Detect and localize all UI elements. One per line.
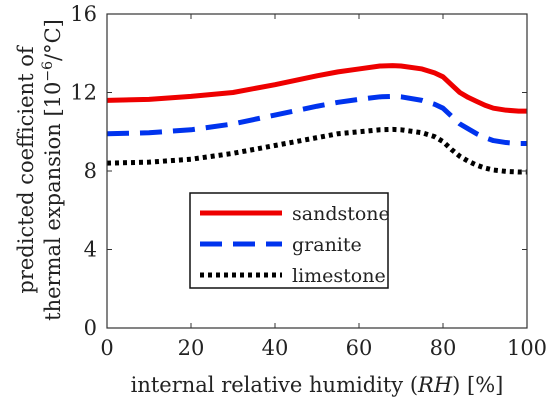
series-layer xyxy=(106,63,527,175)
x-tick-label: 20 xyxy=(178,336,205,360)
legend: sandstone granite limestone xyxy=(189,192,390,289)
x-axis-label: internal relative humidity (RH) [%] xyxy=(131,373,504,397)
legend-label-sandstone: sandstone xyxy=(292,203,390,225)
series-line-granite xyxy=(106,93,527,147)
x-tick-label: 100 xyxy=(507,336,547,360)
legend-box xyxy=(189,192,389,289)
legend-items: sandstone granite limestone xyxy=(200,203,390,287)
y-tick-label: 4 xyxy=(84,238,97,262)
x-tick-label: 0 xyxy=(100,336,113,360)
axis-ticks: 0 20 40 60 80 100 0 4 8 12 16 xyxy=(70,2,547,360)
series-line-sandstone xyxy=(106,63,527,114)
y-tick-label: 16 xyxy=(70,2,97,26)
y-axis-label-line-1: predicted coefficient of xyxy=(14,44,38,293)
y-tick-label: 12 xyxy=(70,81,97,105)
legend-label-limestone: limestone xyxy=(292,265,386,287)
legend-label-granite: granite xyxy=(292,234,362,256)
y-axis-label-line-2: thermal expansion [10−6/°C] xyxy=(40,19,65,321)
series-line-limestone xyxy=(106,126,527,175)
y-tick-label: 0 xyxy=(84,316,97,340)
x-tick-label: 40 xyxy=(262,336,289,360)
x-tick-label: 80 xyxy=(430,336,457,360)
x-tick-label: 60 xyxy=(346,336,373,360)
y-tick-label: 8 xyxy=(84,159,97,183)
